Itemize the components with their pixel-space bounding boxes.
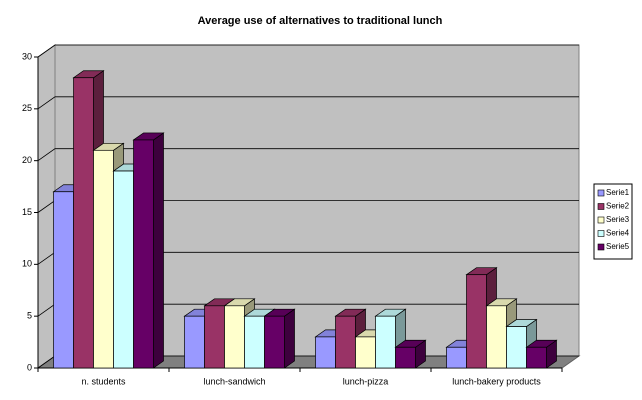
bar-front — [395, 346, 416, 369]
bar-front — [355, 336, 376, 369]
bar-front — [93, 149, 114, 369]
bar-front — [466, 274, 487, 369]
bar-front — [73, 77, 94, 369]
bar-front — [375, 315, 396, 369]
bar-front — [113, 170, 134, 369]
x-tick-label: lunch-bakery products — [452, 376, 541, 386]
legend-swatch — [597, 230, 605, 237]
grid-line — [37, 148, 579, 161]
chart-title: Average use of alternatives to tradition… — [198, 15, 443, 27]
bar-front — [133, 139, 154, 369]
grid-line — [37, 44, 579, 58]
legend-swatch — [597, 189, 605, 197]
bar-front — [506, 326, 527, 369]
y-tick-label: 0 — [27, 362, 32, 372]
x-tick-label: lunch-sandwich — [203, 376, 265, 386]
legend-label: Serie1 — [606, 188, 630, 197]
legend-label: Serie5 — [606, 242, 630, 251]
bar-front — [184, 315, 205, 369]
bar-front — [244, 315, 265, 369]
bar-front — [335, 315, 356, 369]
bar-front — [53, 191, 74, 369]
bar-front — [224, 305, 245, 369]
bar-front — [486, 305, 507, 369]
x-tick-label: lunch-pizza — [343, 376, 389, 386]
y-tick-label: 30 — [22, 51, 32, 61]
bar-front — [315, 336, 336, 369]
legend-label: Serie2 — [606, 202, 630, 211]
legend-swatch — [597, 243, 605, 251]
x-tick-label: n. students — [81, 376, 126, 386]
bar-front — [204, 305, 225, 369]
y-tick-label: 5 — [27, 311, 32, 321]
bar-front — [264, 315, 285, 369]
legend-label: Serie3 — [606, 215, 630, 224]
bar-front — [526, 346, 547, 369]
bar-front — [446, 346, 467, 369]
bar — [132, 132, 165, 369]
bar-side — [284, 308, 295, 369]
y-tick-label: 15 — [22, 207, 32, 217]
y-tick-label: 10 — [22, 259, 32, 269]
legend-swatch — [597, 216, 605, 224]
bar-side — [153, 132, 164, 369]
grid-line — [37, 96, 579, 110]
y-tick-label: 25 — [22, 103, 32, 113]
bar — [394, 339, 427, 369]
y-tick-label: 20 — [22, 155, 32, 165]
bar — [525, 339, 558, 369]
legend-label: Serie4 — [606, 229, 630, 238]
legend-swatch — [597, 203, 605, 210]
bar — [263, 308, 296, 369]
